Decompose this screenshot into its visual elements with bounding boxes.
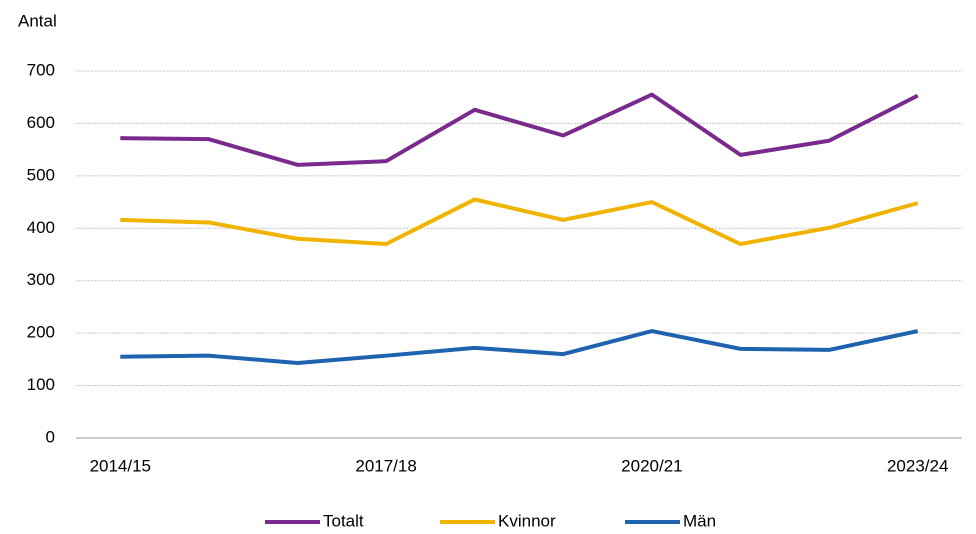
y-tick-label: 0: [46, 427, 55, 446]
series-line: [120, 329, 919, 366]
x-tick-label: 2020/21: [621, 456, 682, 475]
y-tick-label: 100: [27, 375, 55, 394]
series-line: [120, 197, 919, 247]
legend-label: Kvinnor: [498, 511, 556, 530]
legend-label: Totalt: [323, 511, 364, 530]
y-tick-label: 400: [27, 218, 55, 237]
series-line: [120, 92, 919, 167]
y-tick-label: 500: [27, 165, 55, 184]
legend-label: Män: [683, 511, 716, 530]
y-axis-label: Antal: [18, 11, 57, 30]
x-tick-label: 2014/15: [90, 456, 151, 475]
y-tick-label: 700: [27, 60, 55, 79]
x-tick-label: 2017/18: [355, 456, 416, 475]
y-tick-label: 200: [27, 323, 55, 342]
y-tick-label: 300: [27, 270, 55, 289]
y-tick-label: 600: [27, 113, 55, 132]
x-tick-label: 2023/24: [887, 456, 948, 475]
